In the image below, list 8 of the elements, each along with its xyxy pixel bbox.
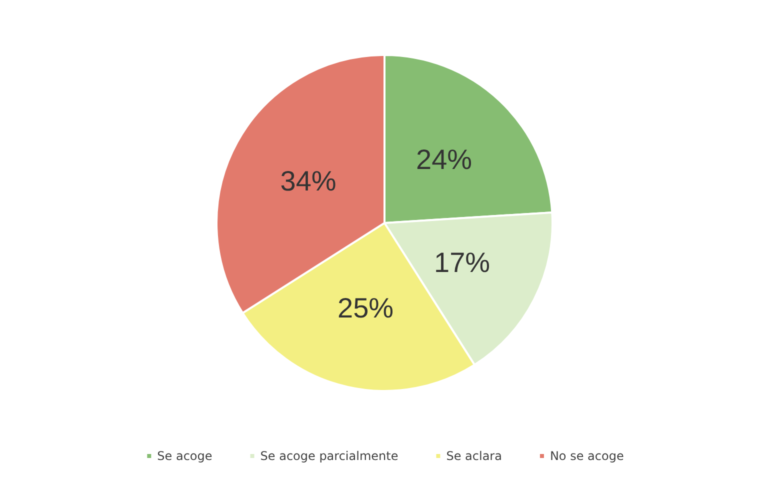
legend-label: Se acoge parcialmente xyxy=(260,449,398,463)
data-label: 24% xyxy=(416,144,472,176)
data-label: 25% xyxy=(338,292,394,324)
legend-label: No se acoge xyxy=(550,449,624,463)
data-label: 34% xyxy=(280,166,336,197)
data-label: 17% xyxy=(434,246,490,278)
legend-label: Se aclara xyxy=(446,449,502,463)
legend-label: Se acoge xyxy=(157,449,212,463)
